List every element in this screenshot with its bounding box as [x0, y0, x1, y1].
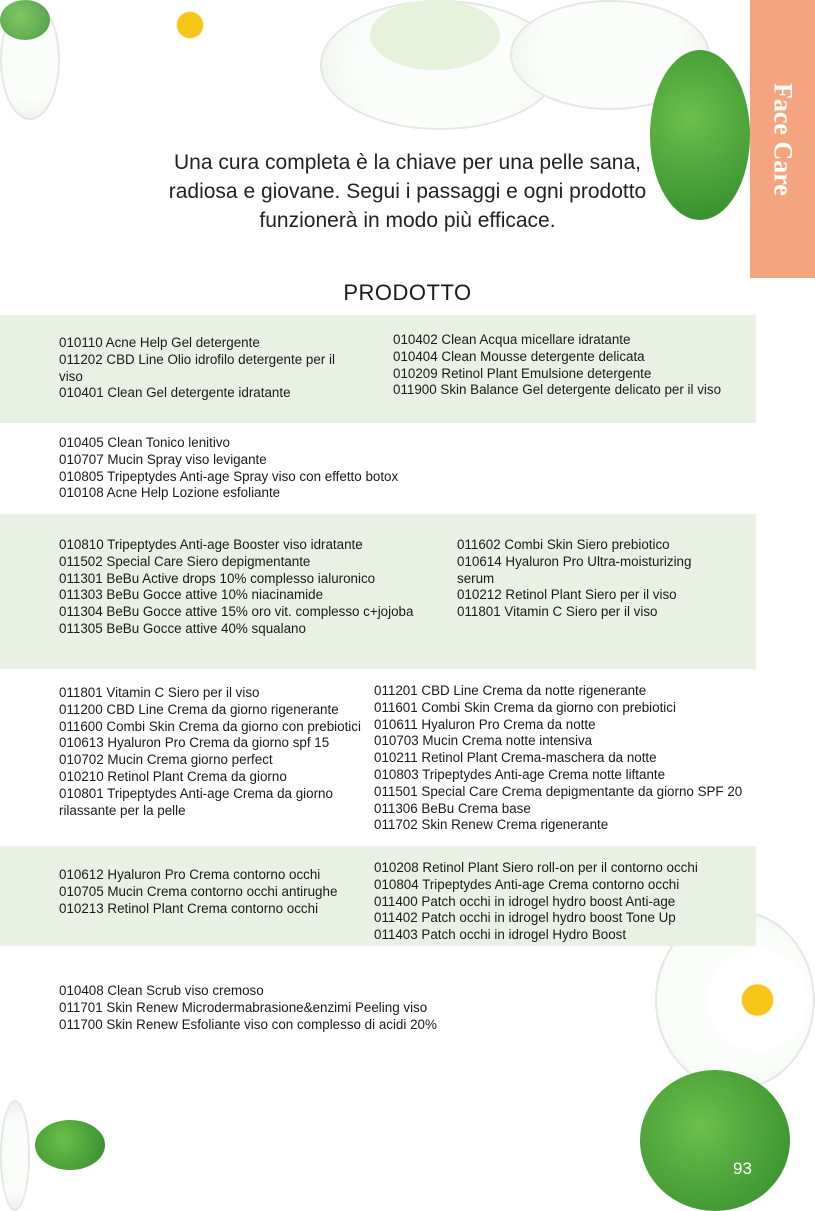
product-item: 010611 Hyaluron Pro Crema da notte: [374, 716, 596, 732]
product-list: 010110 Acne Help Gel detergente 011202 CB…: [59, 335, 359, 402]
product-item: 011303 BeBu Gocce attive 10% niacinamide: [59, 587, 324, 603]
product-item: 011801 Vitamin C Siero per il viso: [457, 604, 658, 620]
product-item: 010805 Tripeptydes Anti-age Spray viso c…: [59, 468, 399, 484]
product-list: 010405 Clean Tonico lenitivo 010707 Mucin…: [59, 435, 459, 502]
product-item: 010404 Clean Mousse detergente delicata: [393, 348, 645, 364]
product-item: 010209 Retinol Plant Emulsione detergent…: [393, 365, 652, 381]
product-list: 010810 Tripeptydes Anti-age Booster viso…: [59, 537, 454, 638]
product-item: 011701 Skin Renew Microdermabrasione&enz…: [59, 999, 428, 1015]
product-item: 010707 Mucin Spray viso levigante: [59, 451, 267, 467]
product-item: 011502 Special Care Siero depigmentante: [59, 553, 311, 569]
product-item: 010108 Acne Help Lozione esfoliante: [59, 485, 281, 501]
product-item: 011402 Patch occhi in idrogel hydro boos…: [374, 910, 676, 926]
product-item: 011200 CBD Line Crema da giorno rigenera…: [59, 701, 339, 717]
product-item: 011600 Combi Skin Crema da giorno con pr…: [59, 718, 361, 734]
product-item: 011304 BeBu Gocce attive 15% oro vit. co…: [59, 604, 414, 620]
petri-dish-image: [0, 1100, 30, 1211]
leaf-image: [640, 1070, 790, 1211]
product-list: 010612 Hyaluron Pro Crema contorno occhi…: [59, 867, 359, 917]
product-list: 011602 Combi Skin Siero prebiotico 010614…: [457, 537, 732, 621]
product-item: 010408 Clean Scrub viso cremoso: [59, 983, 264, 998]
product-item: 010612 Hyaluron Pro Crema contorno occhi: [59, 867, 321, 882]
product-item: 010213 Retinol Plant Crema contorno occh…: [59, 900, 319, 916]
clover-image: [35, 1120, 105, 1170]
product-item: 011602 Combi Skin Siero prebiotico: [457, 537, 670, 552]
product-band: [0, 315, 756, 423]
flower-image: [700, 940, 815, 1060]
product-item: 010810 Tripeptydes Anti-age Booster viso…: [59, 537, 363, 552]
product-item: 010801 Tripeptydes Anti-age Crema da gio…: [59, 785, 333, 818]
product-band: [0, 514, 756, 669]
product-item: 010401 Clean Gel detergente idratante: [59, 385, 291, 401]
product-item: 010402 Clean Acqua micellare idratante: [393, 332, 631, 347]
product-list: 010208 Retinol Plant Siero roll-on per i…: [374, 860, 774, 944]
product-item: 011700 Skin Renew Esfoliante viso con co…: [59, 1016, 437, 1032]
section-title: PRODOTTO: [343, 280, 472, 305]
product-item: 011306 BeBu Crema base: [374, 800, 531, 816]
product-item: 010212 Retinol Plant Siero per il viso: [457, 587, 677, 603]
product-item: 011201 CBD Line Crema da notte rigeneran…: [374, 683, 647, 698]
product-item: 010705 Mucin Crema contorno occhi antiru…: [59, 883, 338, 899]
product-item: 011601 Combi Skin Crema da giorno con pr…: [374, 699, 676, 715]
product-item: 010703 Mucin Crema notte intensiva: [374, 733, 593, 749]
product-item: 010803 Tripeptydes Anti-age Crema notte …: [374, 766, 666, 782]
product-item: 010208 Retinol Plant Siero roll-on per i…: [374, 860, 698, 875]
product-list: 011801 Vitamin C Siero per il viso 011200…: [59, 685, 369, 819]
product-item: 010110 Acne Help Gel detergente: [59, 335, 260, 350]
product-item: 011403 Patch occhi in idrogel Hydro Boos…: [374, 927, 627, 943]
product-item: 011702 Skin Renew Crema rigenerante: [374, 817, 609, 833]
product-item: 011400 Patch occhi in idrogel hydro boos…: [374, 893, 676, 909]
product-list: 010402 Clean Acqua micellare idratante 01…: [393, 332, 738, 399]
product-item: 010702 Mucin Crema giorno perfect: [59, 752, 273, 768]
product-list: 010408 Clean Scrub viso cremoso 011701 Sk…: [59, 983, 509, 1033]
intro-text: Una cura completa è la chiave per una pe…: [168, 151, 647, 232]
product-item: 011501 Special Care Crema depigmentante …: [374, 783, 743, 799]
product-item: 011900 Skin Balance Gel detergente delic…: [393, 382, 722, 398]
product-item: 010804 Tripeptydes Anti-age Crema contor…: [374, 876, 680, 892]
flower-image: [125, 0, 255, 50]
section-tab-label: Face Care: [768, 82, 798, 196]
product-item: 010405 Clean Tonico lenitivo: [59, 435, 230, 450]
product-list: 011201 CBD Line Crema da notte rigeneran…: [374, 683, 774, 834]
product-item: 010210 Retinol Plant Crema da giorno: [59, 768, 287, 784]
leaf-image: [0, 0, 50, 40]
page-number: 93: [733, 1159, 752, 1178]
product-item: 011202 CBD Line Olio idrofilo detergente…: [59, 351, 335, 384]
cream-image: [370, 0, 500, 70]
product-item: 010613 Hyaluron Pro Crema da giorno spf …: [59, 735, 330, 751]
product-item: 011305 BeBu Gocce attive 40% squalano: [59, 620, 306, 636]
product-item: 011801 Vitamin C Siero per il viso: [59, 685, 260, 700]
product-item: 011301 BeBu Active drops 10% complesso i…: [59, 570, 376, 586]
product-band: [0, 846, 756, 946]
product-item: 010211 Retinol Plant Crema-maschera da n…: [374, 750, 657, 766]
section-tab: Face Care: [750, 0, 815, 278]
leaf-image: [650, 50, 750, 220]
product-item: 010614 Hyaluron Pro Ultra-moisturizing s…: [457, 553, 692, 586]
